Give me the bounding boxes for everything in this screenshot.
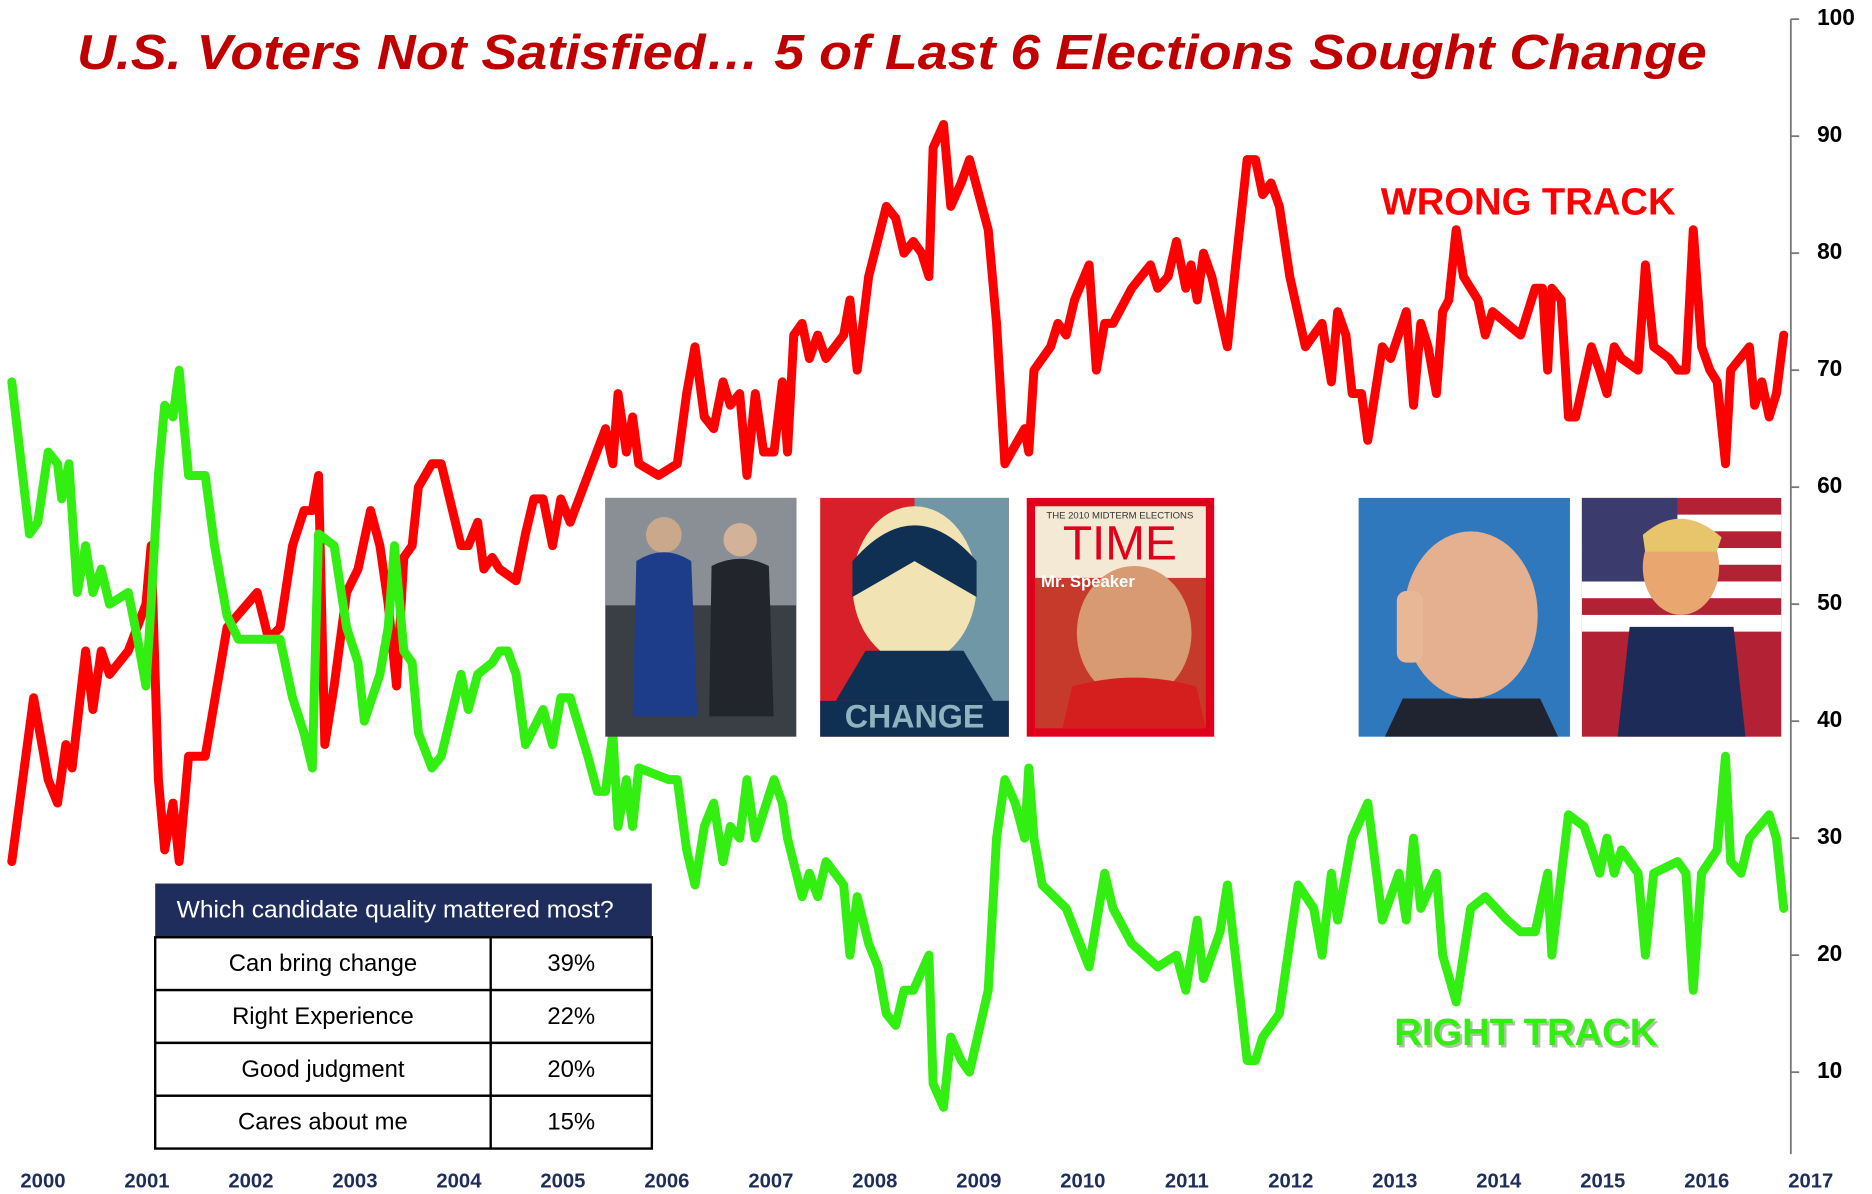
y-tick-label: 70 <box>1817 355 1842 381</box>
y-tick-label: 60 <box>1817 472 1842 498</box>
y-tick-label: 40 <box>1817 706 1842 732</box>
y-tick-label: 90 <box>1817 121 1842 147</box>
photo: CHANGE <box>820 498 1009 737</box>
x-tick-label: 2003 <box>332 1170 377 1192</box>
x-tick-label: 2008 <box>852 1170 897 1192</box>
table-header: Which candidate quality mattered most? <box>177 896 614 923</box>
x-tick-label: 2007 <box>748 1170 793 1192</box>
photo <box>1582 498 1781 737</box>
y-tick-label: 80 <box>1817 238 1842 264</box>
y-tick-label: 30 <box>1817 823 1842 849</box>
chart-title: U.S. Voters Not Satisfied… 5 of Last 6 E… <box>77 26 1707 80</box>
photo-caption: CHANGE <box>845 698 985 734</box>
x-tick-label: 2017 <box>1788 1170 1833 1192</box>
y-tick-label: 20 <box>1817 940 1842 966</box>
y-tick-label: 100 <box>1817 4 1855 30</box>
table-cell: Right Experience <box>232 1003 414 1030</box>
table-cell: 22% <box>547 1003 595 1030</box>
table-cell: 15% <box>547 1109 595 1136</box>
table-cell: Can bring change <box>229 950 417 977</box>
x-tick-label: 2005 <box>540 1170 585 1192</box>
x-tick-label: 2014 <box>1476 1170 1522 1192</box>
photo <box>605 498 796 737</box>
table-cell: 20% <box>547 1056 595 1083</box>
x-tick-label: 2009 <box>956 1170 1001 1192</box>
table: Which candidate quality mattered most? C… <box>155 884 652 1149</box>
x-tick-label: 2001 <box>124 1170 169 1192</box>
table-cell: 39% <box>547 950 595 977</box>
y-tick-label: 50 <box>1817 589 1842 615</box>
photo: THE 2010 MIDTERM ELECTIONS TIME Mr. Spea… <box>1027 498 1214 737</box>
cover-masthead: TIME <box>1063 517 1177 570</box>
page: U.S. Voters Not Satisfied… 5 of Last 6 E… <box>0 0 1872 1194</box>
chart: U.S. Voters Not Satisfied… 5 of Last 6 E… <box>0 0 1872 1194</box>
series-label: RIGHT TRACK <box>1394 1011 1657 1054</box>
x-tick-label: 2011 <box>1165 1170 1209 1192</box>
x-tick-label: 2010 <box>1060 1170 1105 1192</box>
table-cell: Good judgment <box>241 1056 405 1083</box>
table-body: Can bring change 39% Right Experience 22% Go… <box>155 937 652 1148</box>
series-label: WRONG TRACK <box>1381 180 1676 223</box>
y-tick-label: 10 <box>1817 1057 1842 1083</box>
photo <box>1359 498 1570 737</box>
table-cell: Cares about me <box>238 1109 408 1136</box>
x-tick-label: 2006 <box>644 1170 689 1192</box>
x-tick-label: 2002 <box>228 1170 273 1192</box>
x-tick-label: 2012 <box>1268 1170 1313 1192</box>
x-tick-label: 2013 <box>1372 1170 1417 1192</box>
cover-headline: Mr. Speaker <box>1041 572 1135 591</box>
x-tick-label: 2000 <box>20 1170 65 1192</box>
x-tick-label: 2015 <box>1580 1170 1625 1192</box>
x-tick-label: 2004 <box>436 1170 482 1192</box>
x-tick-label: 2016 <box>1684 1170 1729 1192</box>
